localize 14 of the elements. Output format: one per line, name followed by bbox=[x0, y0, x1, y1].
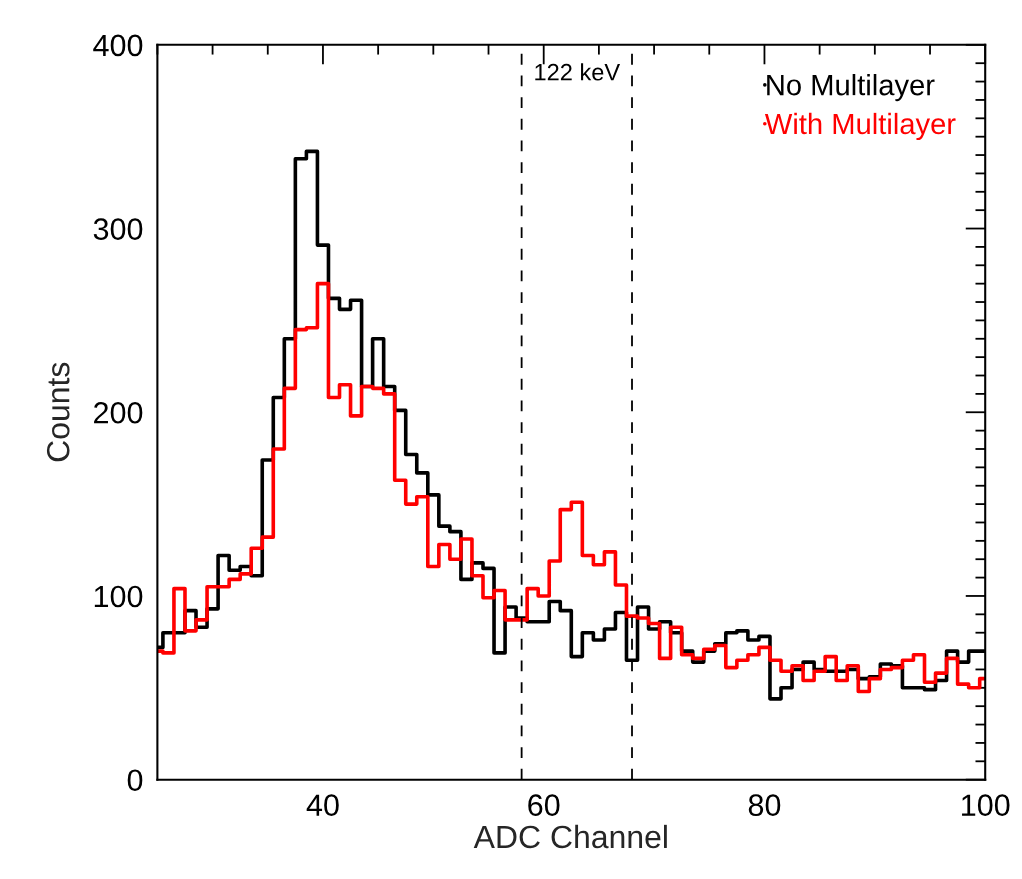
legend-label: With Multilayer bbox=[764, 112, 956, 141]
y-tick-label: 400 bbox=[93, 34, 143, 57]
y-tick-label: 300 bbox=[93, 218, 143, 240]
annotation: 122 keV bbox=[535, 63, 621, 81]
legend-label: No Multilayer bbox=[767, 74, 935, 102]
x-tick-label: 80 bbox=[748, 794, 781, 817]
y-tick-label: 0 bbox=[127, 769, 143, 792]
x-tick-label: 100 bbox=[962, 794, 1010, 817]
x-axis-title: ADC Channel bbox=[473, 824, 667, 849]
x-tick-label: 40 bbox=[306, 794, 339, 817]
y-tick-label: 200 bbox=[94, 401, 143, 424]
y-tick-label: 100 bbox=[94, 585, 143, 608]
y-axis-title: Counts bbox=[46, 362, 70, 462]
x-tick-label: 60 bbox=[528, 794, 560, 817]
